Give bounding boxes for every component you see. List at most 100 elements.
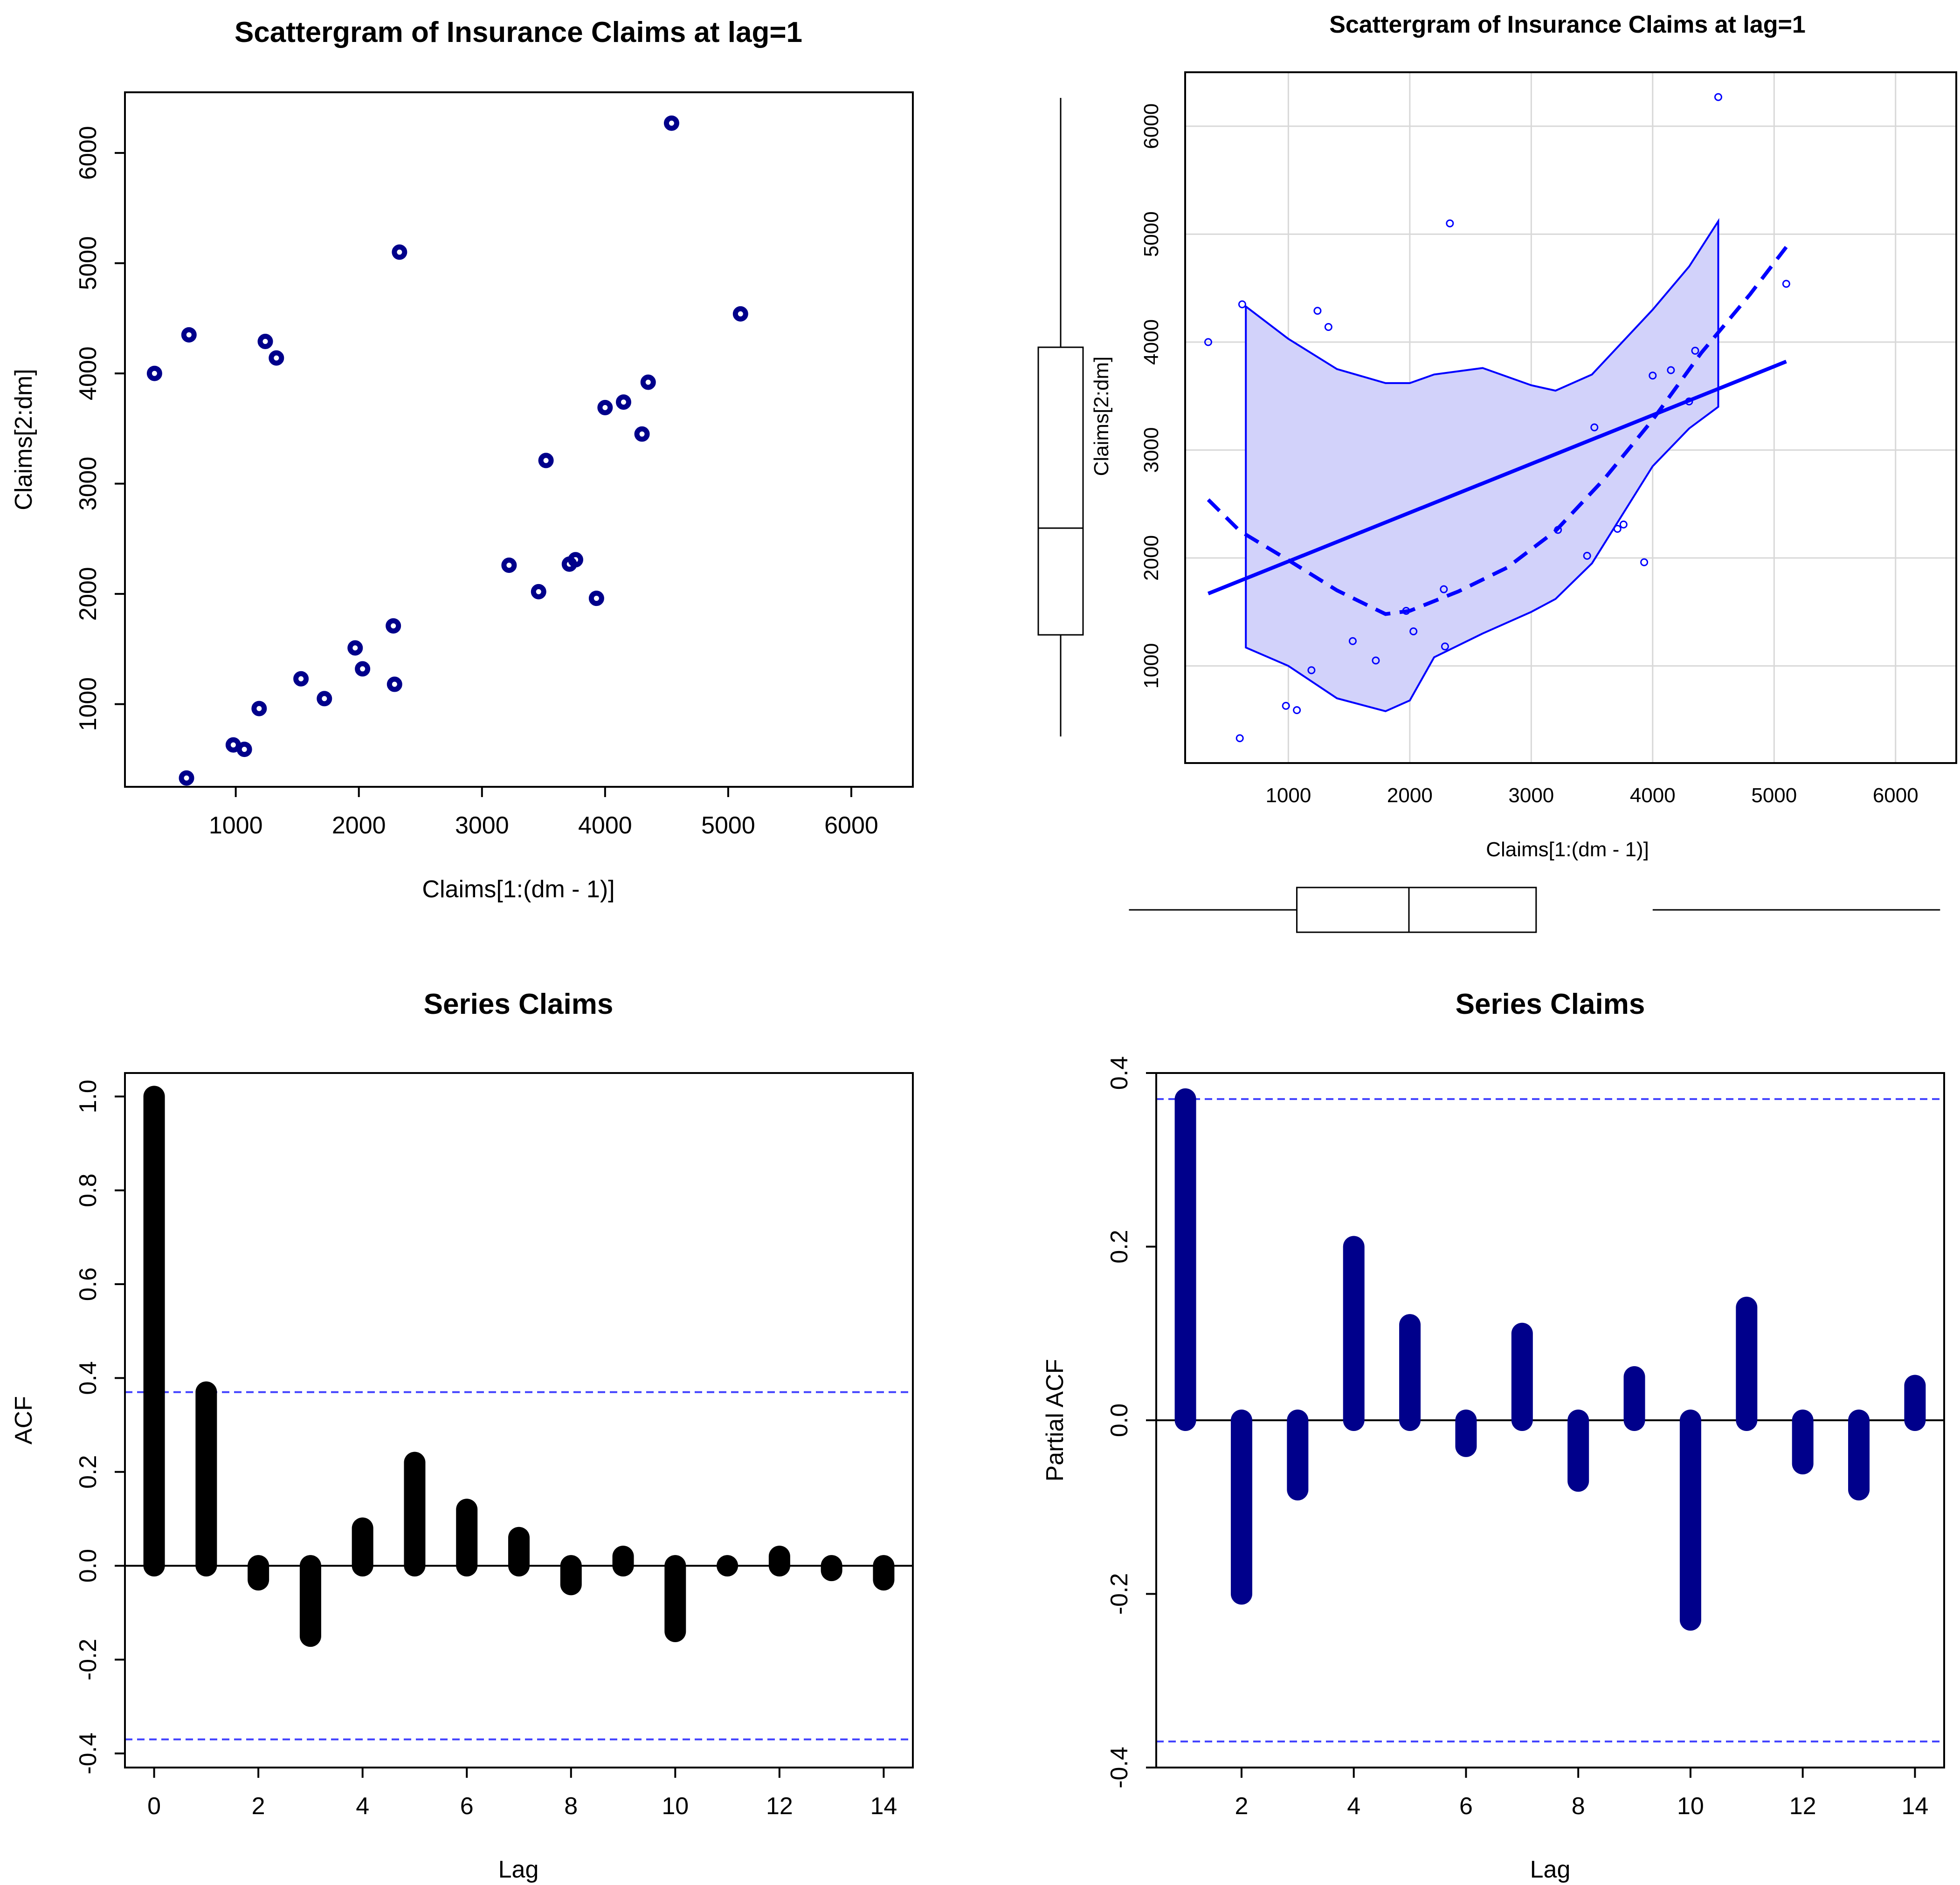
data-point [1204, 338, 1212, 346]
y-tick-label: 3000 [75, 457, 102, 511]
data-point [732, 306, 748, 322]
data-point [1619, 520, 1628, 529]
data-point [355, 661, 371, 677]
data-point [1640, 558, 1649, 566]
axis-ticks: 2 4 6 8 10 12 14 -0.4 -0.2 0.0 0.2 0.4 [1106, 1056, 1928, 1820]
data-point [386, 676, 402, 692]
data-point [1590, 423, 1599, 432]
chart-title: Series Claims [424, 988, 614, 1020]
chart-title: Series Claims [1456, 988, 1645, 1020]
data-point [1402, 606, 1410, 615]
data-point [538, 453, 554, 468]
y-tick-label: 2000 [75, 567, 102, 621]
x-tick-label: 8 [1572, 1793, 1585, 1820]
data-point [1293, 706, 1301, 715]
x-tick-label: 2 [252, 1793, 265, 1820]
data-point [386, 618, 401, 634]
x-tick-label: 0 [147, 1793, 161, 1820]
data-point [317, 691, 332, 707]
y-tick-label: 0.4 [1106, 1056, 1133, 1090]
axis-ticks: 0 2 4 6 8 10 12 14 -0.4 -0.2 0.0 0.2 0.4 0.6 0.8 1.0 [75, 1080, 897, 1820]
data-point [179, 770, 194, 786]
y-tick-label: 1.0 [75, 1080, 102, 1113]
y-tick-label: 0.2 [1106, 1230, 1133, 1263]
x-tick-label: 2 [1235, 1793, 1249, 1820]
data-point [1554, 526, 1562, 534]
scatter-points [146, 115, 748, 786]
data-point [1307, 666, 1316, 674]
x-axis-label: Claims[1:(dm - 1)] [1486, 838, 1649, 861]
data-point [501, 557, 517, 573]
data-point [257, 334, 273, 350]
boxplot-box [1037, 346, 1084, 636]
plot-frame [1184, 71, 1957, 764]
data-point [347, 640, 363, 656]
y-tick-label: 0.4 [75, 1361, 102, 1395]
y-tick-label: 0.8 [75, 1174, 102, 1207]
data-point [1348, 637, 1357, 645]
y-tick-label: 4000 [75, 346, 102, 400]
acf-bars [125, 1086, 913, 1741]
x-tick-label: 1000 [209, 812, 263, 839]
y-tick-label: 0.2 [75, 1455, 102, 1489]
y-axis-label: Claims[2:dm] [1090, 357, 1113, 476]
data-point [615, 394, 631, 410]
x-axis-label: Claims[1:(dm - 1)] [422, 876, 614, 903]
x-tick-label: 5000 [1751, 784, 1797, 807]
y-tick-label: 4000 [1140, 319, 1163, 365]
y-tick-label: 0.0 [75, 1549, 102, 1582]
data-point [392, 244, 407, 260]
y-tick-label: 1000 [75, 677, 102, 731]
x-axis-label: Lag [1530, 1856, 1571, 1883]
confidence-band [1245, 218, 1719, 712]
x-tick-label: 3000 [1508, 784, 1554, 807]
y-tick-label: 5000 [75, 236, 102, 290]
x-tick-label: 6 [460, 1793, 474, 1820]
data-point [588, 591, 604, 606]
data-point [634, 426, 650, 442]
data-point [663, 115, 679, 131]
data-point [269, 350, 284, 366]
data-point [640, 374, 656, 390]
x-tick-label: 10 [662, 1793, 689, 1820]
data-point [1238, 300, 1246, 309]
x-axis-label: Lag [498, 1856, 539, 1883]
data-point [236, 742, 252, 757]
data-point [1282, 702, 1290, 710]
panel-acf: Series Claims 0 2 4 6 8 10 12 14-0.4-0.20.00.20… [10, 988, 914, 1883]
y-tick-label: -0.2 [75, 1639, 102, 1681]
y-tick-label: -0.4 [75, 1733, 102, 1775]
plot-frame [124, 91, 914, 788]
y-tick-label: -0.2 [1106, 1573, 1133, 1615]
data-point [1324, 323, 1332, 331]
data-point [146, 365, 162, 381]
x-marginal-boxplot [1129, 887, 1940, 933]
scatter-points [1204, 93, 1790, 743]
data-point [1649, 371, 1657, 380]
x-tick-label: 14 [1901, 1793, 1928, 1820]
y-tick-label: 3000 [1140, 427, 1163, 473]
panel-scatter-fit: Scattergram of Insurance Claims at lag=1… [1037, 11, 1957, 933]
data-point [1313, 307, 1322, 315]
x-tick-label: 12 [766, 1793, 793, 1820]
axis-ticks: 1000 2000 3000 4000 5000 6000 1000 2000 3000 4000… [1140, 103, 1919, 807]
y-marginal-boxplot [1037, 98, 1084, 736]
y-tick-label: 2000 [1140, 535, 1163, 581]
data-point [1441, 642, 1449, 651]
data-point [1372, 656, 1380, 665]
y-tick-label: 6000 [75, 126, 102, 180]
data-point [1409, 627, 1418, 635]
data-point [251, 701, 267, 716]
x-tick-label: 14 [870, 1793, 897, 1820]
data-point [1782, 280, 1790, 288]
y-tick-label: 0.6 [75, 1267, 102, 1301]
y-tick-label: 0.0 [1106, 1403, 1133, 1437]
data-point [1691, 346, 1699, 355]
chart-title: Scattergram of Insurance Claims at lag=1 [235, 16, 802, 48]
x-tick-label: 1000 [1265, 784, 1311, 807]
data-point [1235, 734, 1244, 743]
y-tick-label: -0.4 [1106, 1747, 1133, 1789]
y-axis-label: ACF [10, 1396, 37, 1445]
x-tick-label: 6 [1459, 1793, 1473, 1820]
